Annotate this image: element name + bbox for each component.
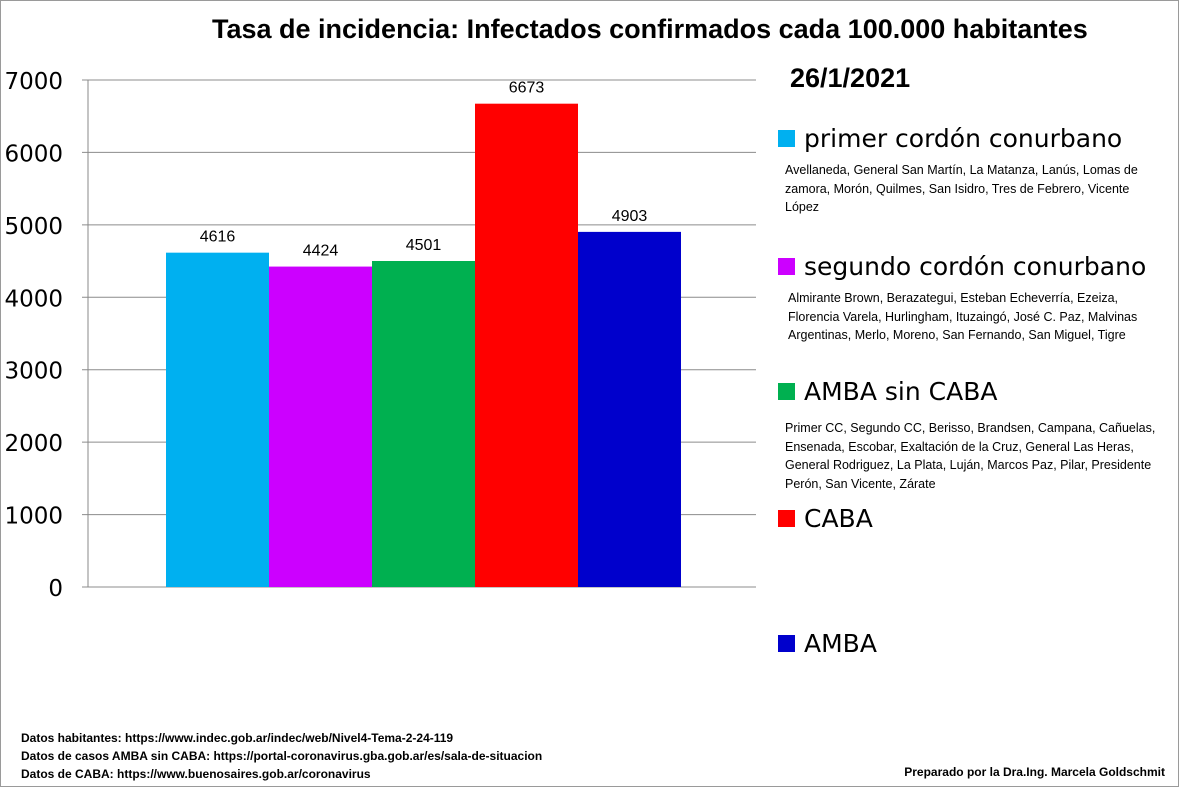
- data-label: 4616: [200, 229, 236, 246]
- bar: [166, 252, 269, 587]
- bar-chart: 0 1000 2000 3000 4000 5000 6000 7000 4616 4424 45…: [4, 69, 756, 602]
- legend-label: AMBA sin CABA: [804, 377, 998, 406]
- data-label: 4424: [303, 243, 339, 260]
- legend-swatch: [778, 130, 795, 147]
- source-line: Datos de CABA: https://www.buenosaires.g…: [21, 767, 371, 781]
- data-labels: 4616 4424 4501 6673 4903: [200, 80, 648, 260]
- y-tick-label: 0: [48, 576, 63, 602]
- bars: [166, 103, 681, 587]
- bar: [269, 266, 372, 587]
- author-credit: Preparado por la Dra.Ing. Marcela Goldsc…: [904, 765, 1165, 779]
- legend-label: primer cordón conurbano: [804, 124, 1123, 153]
- y-tick-label: 7000: [4, 69, 63, 95]
- legend-detail-amba-sin-caba: Primer CC, Segundo CC, Berisso, Brandsen…: [785, 421, 1156, 491]
- legend-swatch: [778, 383, 795, 400]
- data-sources: Datos habitantes: https://www.indec.gob.…: [21, 729, 542, 783]
- y-tick-label: 1000: [4, 504, 63, 530]
- legend-detail-primer-cordon: Avellaneda, General San Martín, La Matan…: [785, 163, 1138, 214]
- y-tick-label: 4000: [4, 286, 63, 312]
- legend-detail-segundo-cordon: Almirante Brown, Berazategui, Esteban Ec…: [788, 291, 1138, 342]
- y-tick-label: 5000: [4, 214, 63, 240]
- chart-date: 26/1/2021: [790, 63, 911, 93]
- legend-item-amba: AMBA: [778, 629, 877, 658]
- bar: [372, 260, 475, 587]
- legend-label: AMBA: [804, 629, 877, 658]
- legend-swatch: [778, 510, 795, 527]
- source-line: Datos habitantes: https://www.indec.gob.…: [21, 731, 454, 745]
- bar: [475, 103, 578, 587]
- bar: [578, 231, 681, 587]
- legend-swatch: [778, 258, 795, 275]
- legend-item-amba-sin-caba: AMBA sin CABA: [778, 377, 997, 406]
- y-tick-label: 2000: [4, 431, 63, 457]
- legend-item-primer-cordon: primer cordón conurbano: [778, 124, 1122, 153]
- data-label: 4501: [406, 237, 442, 254]
- legend-label: CABA: [804, 504, 873, 533]
- y-tick-label: 6000: [4, 141, 63, 167]
- y-tick-label: 3000: [4, 359, 63, 385]
- legend-item-caba: CABA: [778, 504, 873, 533]
- data-label: 6673: [509, 80, 545, 97]
- data-label: 4903: [612, 208, 648, 225]
- legend-item-segundo-cordon: segundo cordón conurbano: [778, 252, 1146, 281]
- chart-title: Tasa de incidencia: Infectados confirmad…: [212, 14, 1088, 44]
- y-axis: 0 1000 2000 3000 4000 5000 6000 7000: [4, 69, 89, 602]
- legend-swatch: [778, 635, 795, 652]
- source-line: Datos de casos AMBA sin CABA: https://po…: [21, 749, 543, 763]
- legend-label: segundo cordón conurbano: [804, 252, 1147, 281]
